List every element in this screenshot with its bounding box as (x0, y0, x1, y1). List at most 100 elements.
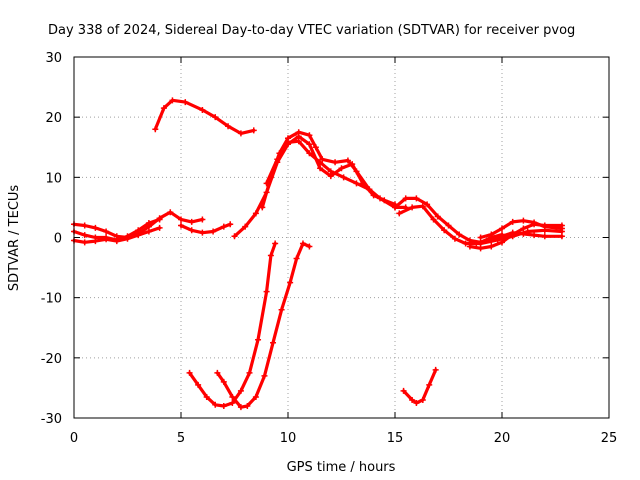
data-point (250, 127, 257, 134)
data-point (306, 150, 313, 157)
data-point (274, 156, 281, 163)
data-point (295, 129, 302, 136)
series-trace-12 (477, 217, 565, 241)
series-trace-13 (473, 229, 565, 247)
data-point (81, 222, 88, 229)
data-point (477, 234, 484, 241)
data-point (488, 231, 495, 238)
series-line (188, 241, 277, 408)
series-line (260, 130, 408, 209)
data-point (520, 217, 527, 224)
data-point (178, 222, 184, 229)
x-tick-label: 15 (387, 431, 404, 446)
data-point (263, 180, 270, 187)
data-point (295, 138, 302, 145)
data-point (432, 366, 439, 373)
data-point (92, 238, 99, 245)
data-point (456, 231, 463, 238)
data-point (220, 378, 227, 385)
data-point (160, 105, 167, 112)
data-point (237, 130, 244, 137)
data-point (558, 225, 565, 232)
data-point (299, 240, 306, 247)
data-point (306, 132, 313, 139)
data-point (103, 228, 110, 235)
series-trace-6 (231, 133, 398, 240)
data-point (220, 402, 227, 409)
series-trace-16 (400, 366, 439, 406)
data-point (188, 227, 195, 234)
data-point (531, 232, 538, 239)
data-point (344, 157, 351, 164)
data-point (319, 156, 326, 163)
data-point (169, 97, 176, 104)
data-point (199, 229, 206, 236)
data-point (252, 210, 259, 217)
series-trace-8 (263, 138, 373, 193)
data-point (259, 204, 266, 211)
data-point (441, 227, 448, 234)
data-point (237, 404, 244, 411)
data-point (312, 144, 319, 151)
data-point (499, 239, 505, 246)
y-tick-label: -10 (41, 292, 62, 307)
data-point (338, 165, 345, 172)
data-point (92, 224, 99, 231)
y-tick-label: 30 (45, 51, 62, 66)
data-point (178, 216, 184, 223)
data-point (81, 232, 88, 239)
data-point (520, 225, 527, 232)
x-tick-label: 25 (601, 431, 618, 446)
data-point (81, 239, 88, 246)
x-tick-label: 10 (280, 431, 297, 446)
data-point (287, 279, 294, 286)
data-point (377, 195, 384, 202)
y-tick-label: -30 (41, 412, 62, 427)
data-point (252, 393, 259, 400)
data-point (402, 195, 409, 202)
y-tick-label: 10 (45, 171, 62, 186)
data-point (267, 252, 274, 259)
series-line (232, 134, 397, 238)
data-point (520, 230, 527, 237)
y-axis-label: SDTVAR / TECUs (7, 185, 22, 292)
data-point (419, 203, 426, 210)
data-point (419, 396, 426, 403)
data-point (499, 225, 505, 232)
data-point (188, 218, 195, 225)
data-point (237, 387, 244, 394)
data-point (229, 399, 236, 406)
data-point (156, 224, 163, 231)
data-point (541, 223, 548, 230)
data-point (353, 180, 360, 187)
data-point (430, 216, 437, 223)
data-point (145, 228, 152, 235)
series-line (402, 368, 438, 405)
data-point (366, 186, 373, 193)
data-point (214, 369, 221, 376)
data-point (327, 168, 334, 175)
data-point (225, 123, 232, 130)
data-point (413, 399, 420, 406)
x-axis-label: GPS time / hours (287, 460, 396, 475)
x-tick-label: 0 (70, 431, 78, 446)
data-point (255, 336, 262, 343)
data-point (451, 235, 458, 242)
data-point (231, 233, 238, 240)
data-point (124, 235, 131, 242)
grid (74, 57, 609, 418)
data-point (182, 99, 189, 106)
data-point (272, 240, 279, 247)
data-point (229, 393, 236, 400)
data-point (156, 216, 163, 223)
y-tick-label: -20 (41, 352, 62, 367)
data-point (488, 243, 495, 250)
data-point (473, 240, 480, 247)
data-point (306, 141, 313, 148)
data-point (293, 255, 300, 262)
series-layer (71, 97, 565, 411)
x-tick-label: 5 (177, 431, 185, 446)
data-point (145, 220, 152, 227)
series-trace-4 (152, 97, 257, 137)
